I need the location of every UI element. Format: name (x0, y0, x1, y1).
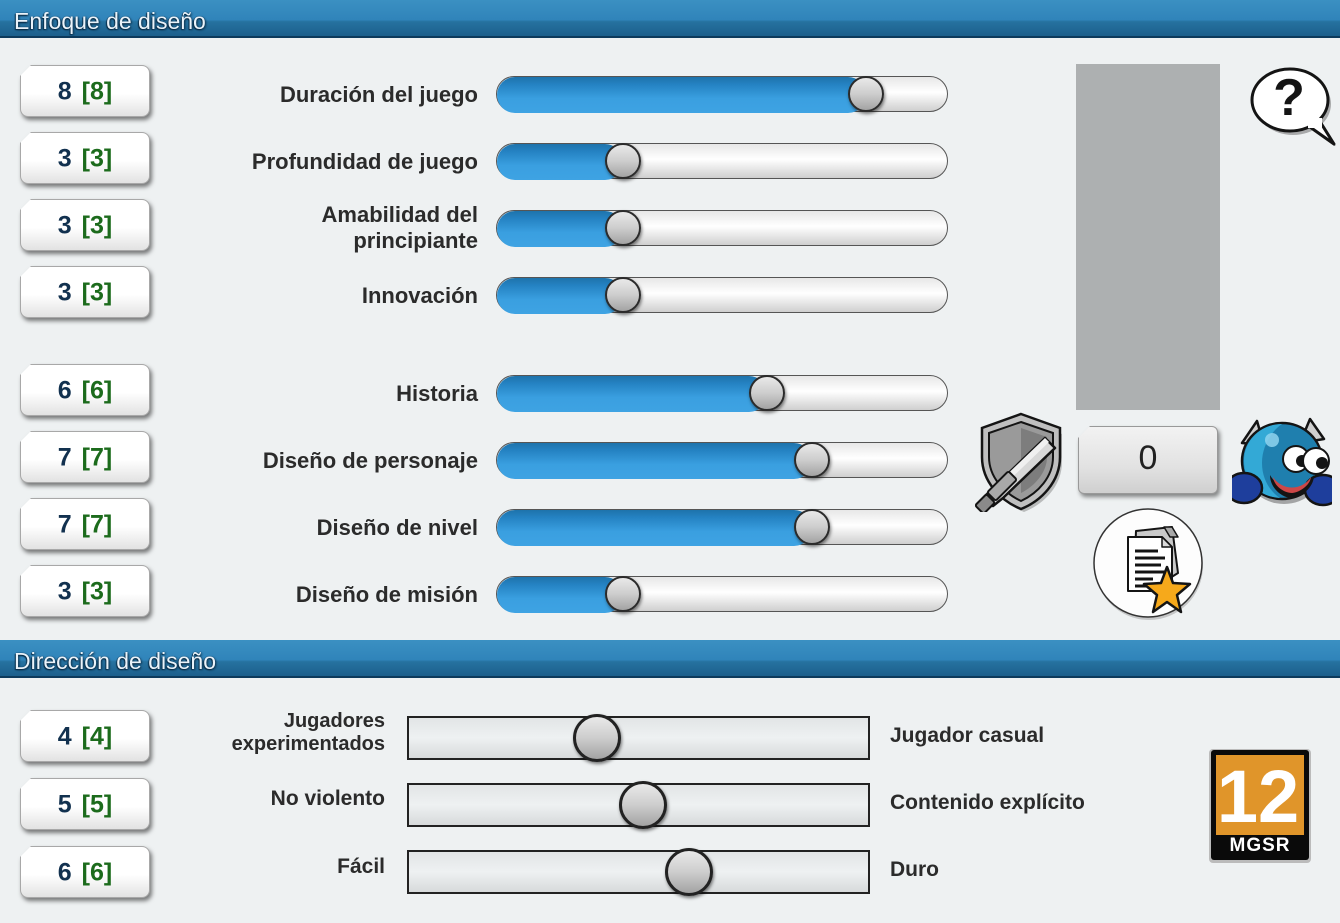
svg-text:?: ? (1273, 69, 1305, 127)
svg-text:12: 12 (1217, 755, 1299, 838)
svg-text:MGSR: MGSR (1230, 835, 1291, 856)
